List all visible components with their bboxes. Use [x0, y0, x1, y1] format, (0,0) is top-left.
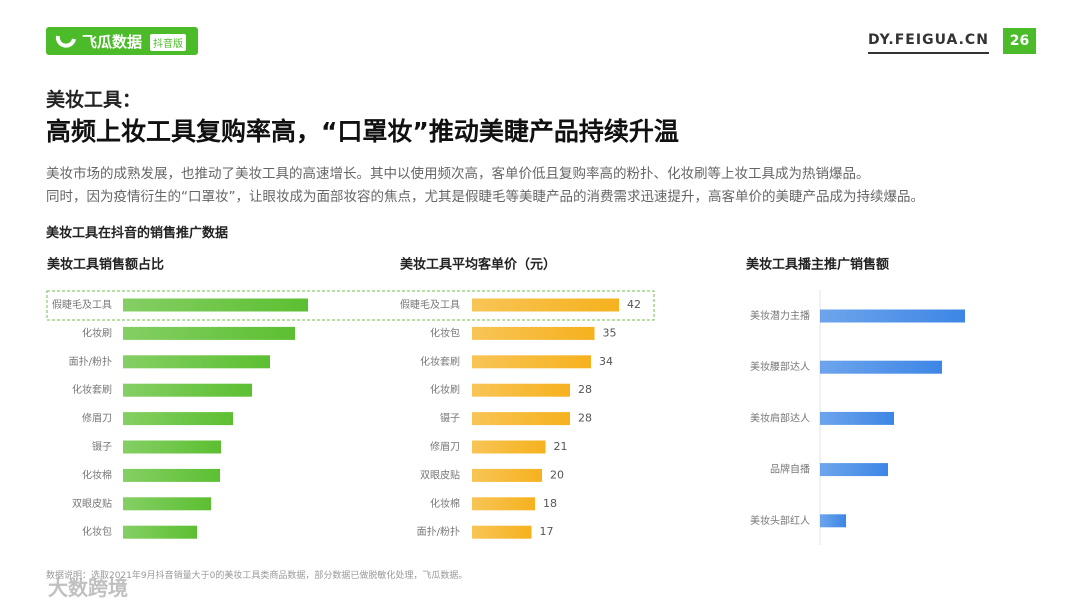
- bar: [472, 298, 619, 312]
- y-tick-label: 化妆包: [82, 525, 112, 538]
- logo-icon: [55, 35, 76, 48]
- bar: [123, 412, 233, 426]
- footnote: 数据说明：选取2021年9月抖音销量大于0的美妆工具类商品数据，部分数据已做脱敏…: [46, 571, 468, 581]
- heading: 美妆工具：: [46, 89, 142, 111]
- bar: [472, 440, 546, 454]
- value-label: 18: [543, 497, 557, 510]
- y-tick-label: 假睫毛及工具: [400, 298, 460, 311]
- chart-title: 美妆工具销售额占比: [47, 257, 164, 273]
- chart-title: 美妆工具播主推广销售额: [746, 257, 889, 273]
- logo-text: 飞瓜数据: [82, 33, 143, 51]
- logo-tag: 抖音版: [150, 34, 186, 51]
- logo-box: 飞瓜数据 抖音版: [46, 27, 198, 55]
- bar: [820, 514, 846, 528]
- bar: [123, 497, 211, 511]
- y-tick-label: 化妆刷: [430, 383, 460, 396]
- bar: [123, 326, 295, 340]
- chart-title: 美妆工具平均客单价（元）: [400, 257, 556, 273]
- y-tick-label: 品牌自播: [770, 463, 810, 476]
- description: 美妆市场的成熟发展，也推动了美妆工具的高速增长。其中以使用频次高，客单价低且复购…: [46, 166, 870, 182]
- value-label: 20: [550, 468, 564, 481]
- value-label: 28: [578, 412, 592, 425]
- y-tick-label: 美妆头部红人: [750, 514, 810, 527]
- y-tick-label: 修眉刀: [430, 440, 460, 453]
- value-label: 21: [554, 440, 568, 453]
- bar: [472, 383, 570, 397]
- bar: [123, 298, 308, 312]
- y-tick-label: 化妆包: [430, 326, 460, 339]
- site-url: DY.FEIGUA.CN: [868, 32, 989, 54]
- value-label: 35: [603, 326, 617, 339]
- y-tick-label: 化妆棉: [430, 497, 460, 510]
- section-title: 美妆工具在抖音的销售推广数据: [46, 226, 229, 241]
- bar: [820, 463, 888, 477]
- watermark: 大数跨境: [48, 576, 128, 600]
- value-label: 42: [627, 298, 641, 311]
- highlight-box: [46, 290, 655, 321]
- y-tick-label: 化妆棉: [82, 468, 112, 481]
- y-tick-label: 镊子: [92, 441, 112, 453]
- y-tick-label: 假睫毛及工具: [52, 298, 112, 311]
- bar: [472, 525, 532, 539]
- y-tick-label: 化妆套刷: [72, 383, 112, 396]
- bar: [820, 309, 965, 323]
- bar: [820, 411, 894, 425]
- bar: [472, 497, 535, 511]
- description: 同时，因为疫情衍生的“口罩妆”，让眼妆成为面部妆容的焦点，尤其是假睫毛等美睫产品…: [46, 189, 924, 205]
- bar: [123, 355, 270, 369]
- y-tick-label: 化妆刷: [82, 326, 112, 339]
- y-tick-label: 修眉刀: [82, 412, 112, 425]
- y-tick-label: 面扑/粉扑: [417, 525, 460, 538]
- bar: [820, 360, 942, 374]
- bar: [472, 468, 542, 482]
- bar: [472, 355, 591, 369]
- value-label: 34: [599, 355, 613, 368]
- value-label: 28: [578, 383, 592, 396]
- y-tick-label: 美妆肩部达人: [750, 411, 810, 424]
- y-tick-label: 镊子: [440, 413, 460, 425]
- y-tick-label: 美妆腰部达人: [750, 360, 810, 373]
- page-number: 26: [1003, 28, 1036, 54]
- bar: [123, 525, 197, 539]
- bar: [472, 326, 595, 340]
- y-tick-label: 双眼皮贴: [420, 468, 460, 481]
- bar: [472, 412, 570, 426]
- value-label: 17: [540, 525, 554, 538]
- y-tick-label: 美妆潜力主播: [750, 309, 810, 322]
- bar: [123, 383, 252, 397]
- y-tick-label: 双眼皮贴: [72, 497, 112, 510]
- y-tick-label: 化妆套刷: [420, 355, 460, 368]
- bar: [123, 440, 221, 454]
- title: 高频上妆工具复购率高，“口罩妆”推动美睫产品持续升温: [46, 117, 679, 146]
- y-tick-label: 面扑/粉扑: [69, 355, 112, 368]
- bar: [123, 468, 220, 482]
